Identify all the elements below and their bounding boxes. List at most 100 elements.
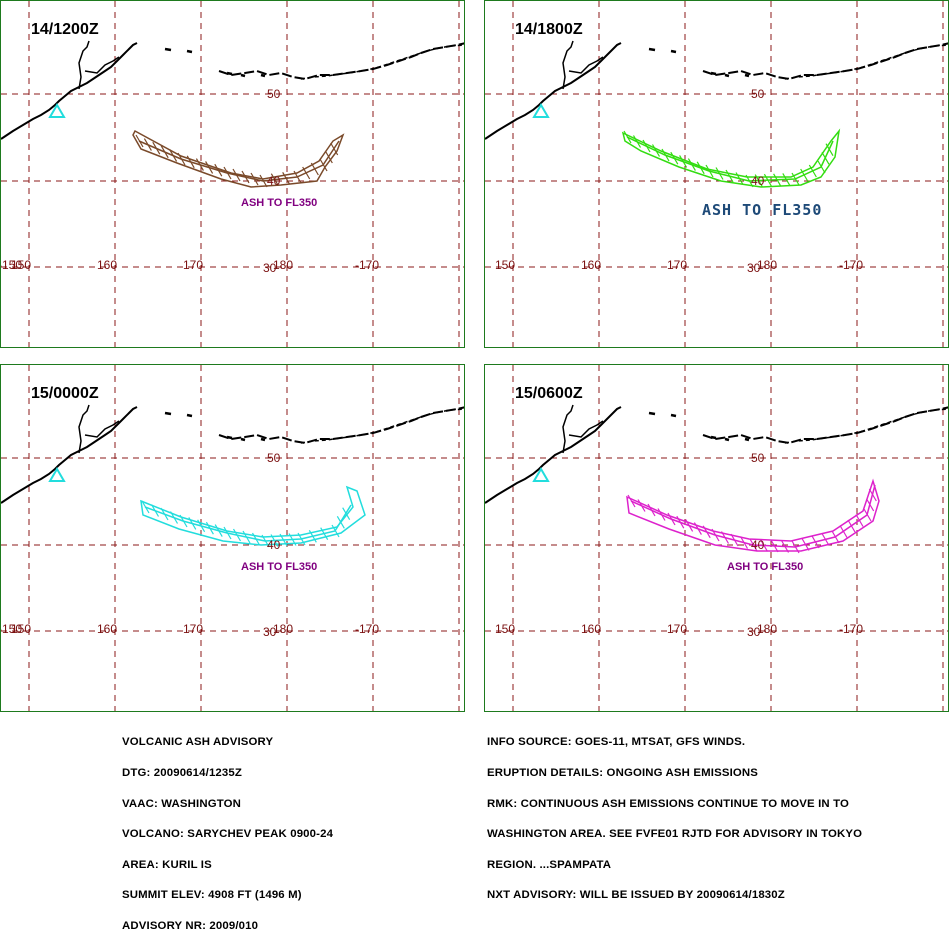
ash-hatch bbox=[715, 167, 724, 180]
triangle-icon bbox=[532, 103, 550, 118]
coastline-kuril bbox=[1, 406, 138, 504]
lat-label-30: 30 bbox=[263, 625, 277, 639]
ash-hatch bbox=[143, 138, 152, 151]
ash-cloud bbox=[621, 128, 841, 188]
lon-label-m170: -170 bbox=[839, 258, 864, 272]
lat-label-30: 30 bbox=[747, 625, 761, 639]
ash-hatch bbox=[186, 155, 195, 169]
ash-hatch bbox=[223, 526, 232, 540]
coastline-kamchatka-branch bbox=[84, 56, 120, 74]
island bbox=[260, 73, 266, 78]
ash-cloud-boundary bbox=[132, 129, 345, 188]
ash-label: ASH TO FL350 bbox=[727, 561, 804, 573]
advisory-line: RMK: CONTINUOUS ASH EMISSIONS CONTINUE T… bbox=[487, 797, 849, 810]
ash-cloud-boundary bbox=[140, 485, 366, 546]
lat-label-40: 40 bbox=[751, 174, 765, 188]
advisory-line: ADVISORY NR: 2009/010 bbox=[122, 919, 259, 932]
coastline-kamchatka bbox=[78, 40, 90, 90]
ash-hatch bbox=[855, 514, 864, 527]
island bbox=[226, 435, 233, 440]
map-panel-2: 14/1800Z 50 40 30 150 160 170 180 -170 A… bbox=[484, 0, 949, 348]
ash-hatch bbox=[773, 173, 782, 187]
island bbox=[710, 71, 717, 76]
lon-label-170: 170 bbox=[183, 258, 204, 272]
map-panel-1: 14/1200Z 50 40 30 150 160 170 180 -170 -… bbox=[0, 0, 465, 348]
ash-hatch bbox=[223, 166, 232, 180]
ash-hatch bbox=[868, 488, 877, 502]
lon-label-160: 160 bbox=[97, 622, 118, 636]
coastline-kamchatka-branch bbox=[568, 56, 604, 74]
lon-label-180: 180 bbox=[273, 258, 294, 272]
ash-hatch bbox=[720, 531, 730, 544]
lon-label-w150: -150 bbox=[0, 622, 23, 636]
ash-hatch bbox=[667, 512, 676, 526]
ash-hatch bbox=[169, 149, 178, 162]
map-panel-3: 15/0000Z 50 40 30 150 160 170 180 -170 -… bbox=[0, 364, 465, 712]
ash-hatch bbox=[811, 535, 820, 549]
ash-hatch bbox=[831, 530, 840, 544]
ash-hatch bbox=[160, 145, 169, 159]
island bbox=[724, 73, 730, 78]
ash-label: ASH TO FL350 bbox=[241, 197, 318, 209]
lon-label-w150: -150 bbox=[0, 258, 23, 272]
ash-hatch bbox=[302, 166, 311, 180]
ash-hatch bbox=[324, 150, 333, 164]
island bbox=[164, 411, 172, 416]
ash-hatch bbox=[188, 517, 197, 530]
map-canvas bbox=[1, 365, 464, 711]
lon-label-170: 170 bbox=[667, 622, 688, 636]
ash-hatch bbox=[627, 494, 636, 508]
lon-label-150: 150 bbox=[11, 258, 32, 272]
lat-label-50: 50 bbox=[751, 451, 765, 465]
ash-hatch bbox=[791, 172, 800, 186]
ash-hatch bbox=[242, 530, 251, 544]
ash-hatch bbox=[825, 143, 834, 156]
coastline-aleutians bbox=[218, 406, 464, 445]
ash-hatch bbox=[282, 172, 291, 185]
ash-hatch bbox=[279, 533, 288, 547]
coastline-kamchatka bbox=[562, 404, 574, 454]
lon-label-150: 150 bbox=[495, 258, 516, 272]
ash-hatch bbox=[637, 499, 646, 512]
advisory-line: WASHINGTON AREA. SEE FVFE01 RJTD FOR ADV… bbox=[487, 828, 863, 841]
island bbox=[260, 437, 266, 442]
island bbox=[670, 49, 677, 54]
lat-label-40: 40 bbox=[267, 538, 281, 552]
ash-hatch bbox=[661, 148, 670, 162]
ash-label: ASH TO FL350 bbox=[702, 201, 823, 219]
ash-hatch bbox=[270, 173, 279, 186]
ash-hatch bbox=[754, 174, 763, 187]
ash-hatch bbox=[293, 170, 302, 184]
island bbox=[240, 437, 246, 442]
ash-hatch bbox=[177, 152, 186, 166]
island bbox=[648, 47, 656, 52]
map-canvas bbox=[1, 1, 464, 347]
ash-hatch bbox=[310, 162, 319, 176]
advisory-line: ERUPTION DETAILS: ONGOING ASH EMISSIONS bbox=[487, 767, 759, 779]
triangle-icon bbox=[532, 467, 550, 482]
ash-hatch bbox=[288, 533, 297, 546]
ash-hatch bbox=[632, 135, 642, 148]
ash-cloud-axis bbox=[144, 504, 352, 542]
advisory-line: VAAC: WASHINGTON bbox=[122, 797, 242, 810]
advisory-line: DTG: 20090614/1235Z bbox=[122, 767, 242, 779]
advisory-line: INFO SOURCE: GOES-11, MTSAT, GFS WINDS. bbox=[487, 736, 746, 749]
lat-label-30: 30 bbox=[263, 261, 277, 275]
ash-hatch bbox=[336, 516, 345, 529]
ash-hatch bbox=[169, 511, 179, 524]
advisory-line: VOLCANIC ASH ADVISORY bbox=[122, 736, 274, 749]
island bbox=[724, 437, 730, 442]
lon-label-m170: -170 bbox=[355, 622, 380, 636]
ash-hatch bbox=[250, 172, 259, 186]
ash-hatch bbox=[179, 514, 188, 528]
ash-hatch bbox=[770, 539, 779, 553]
ash-cloud-boundary bbox=[626, 478, 880, 552]
panel-title: 15/0000Z bbox=[31, 385, 99, 402]
coastline-aleutians-2 bbox=[300, 44, 464, 80]
ash-hatch bbox=[696, 161, 705, 175]
coastline-aleutians-2 bbox=[784, 408, 948, 444]
map-panel-4: 15/0600Z 50 40 30 150 160 170 180 -170 A… bbox=[484, 364, 949, 712]
ash-cloud bbox=[132, 129, 345, 188]
coastline-aleutians bbox=[702, 406, 948, 445]
ash-hatch bbox=[821, 533, 830, 546]
